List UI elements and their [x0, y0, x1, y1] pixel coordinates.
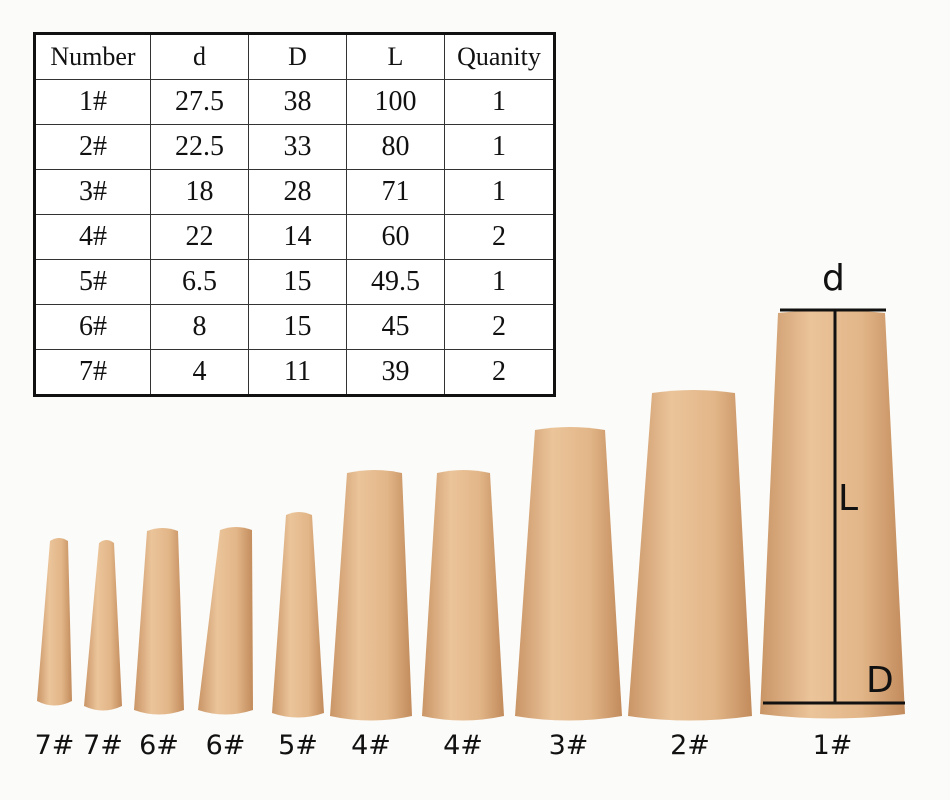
- wooden-plug: [628, 390, 752, 721]
- wooden-plug: [198, 527, 253, 715]
- wooden-plug: [272, 512, 324, 718]
- plug-label: 2#: [670, 730, 710, 761]
- table-cell: 6#: [34, 304, 151, 350]
- table-row: 6# 8 15 45 2: [34, 304, 555, 350]
- table-cell: 7#: [34, 349, 151, 396]
- plug-label: 4#: [351, 730, 391, 761]
- table-cell: 39: [346, 349, 445, 396]
- table-header-cell: D: [248, 33, 347, 80]
- plug-label: 7#: [83, 730, 123, 761]
- table-cell: 45: [346, 304, 445, 350]
- table-row: 5# 6.5 15 49.5 1: [34, 259, 555, 305]
- table-cell: 1: [444, 259, 555, 305]
- table-cell: 2#: [34, 124, 151, 170]
- wooden-plug: [515, 427, 622, 721]
- spec-table: Number d D L Quanity 1# 27.5 38 100 1 2# 22.5 33 80 1 3…: [33, 32, 556, 397]
- dimension-lines: [763, 308, 905, 705]
- table-cell: 2: [444, 304, 555, 350]
- wooden-plug: [760, 310, 905, 719]
- table-cell: 1: [444, 124, 555, 170]
- table-row: 7# 4 11 39 2: [34, 349, 555, 396]
- plug-label: 5#: [278, 730, 318, 761]
- table-cell: 38: [248, 79, 347, 125]
- table-cell: 15: [248, 304, 347, 350]
- table-cell: 2: [444, 214, 555, 260]
- table-cell: 2: [444, 349, 555, 396]
- table-row: 4# 22 14 60 2: [34, 214, 555, 260]
- table-cell: 4: [150, 349, 249, 396]
- wooden-plug: [422, 470, 504, 721]
- plug-label: 3#: [548, 730, 589, 761]
- wooden-plug: [84, 540, 122, 711]
- table-cell: 1: [444, 79, 555, 125]
- table-cell: 11: [248, 349, 347, 396]
- plug-label: 6#: [139, 730, 179, 761]
- table-cell: 71: [346, 169, 445, 215]
- wooden-plug: [37, 538, 72, 706]
- table-cell: 22: [150, 214, 249, 260]
- plug-label: 1#: [812, 730, 853, 761]
- dimension-D-label: D: [866, 660, 894, 701]
- plug-label: 7#: [34, 730, 75, 761]
- table-cell: 15: [248, 259, 347, 305]
- table-row: 2# 22.5 33 80 1: [34, 124, 555, 170]
- plug-label: 6#: [205, 730, 246, 761]
- table-cell: 60: [346, 214, 445, 260]
- dimension-l-label: L: [838, 478, 859, 519]
- plug-label: 4#: [443, 730, 483, 761]
- wooden-plug: [134, 528, 184, 715]
- table-cell: 5#: [34, 259, 151, 305]
- table-cell: 49.5: [346, 259, 445, 305]
- dimension-d-label: d: [822, 258, 845, 299]
- wooden-plug: [330, 470, 412, 721]
- table-cell: 22.5: [150, 124, 249, 170]
